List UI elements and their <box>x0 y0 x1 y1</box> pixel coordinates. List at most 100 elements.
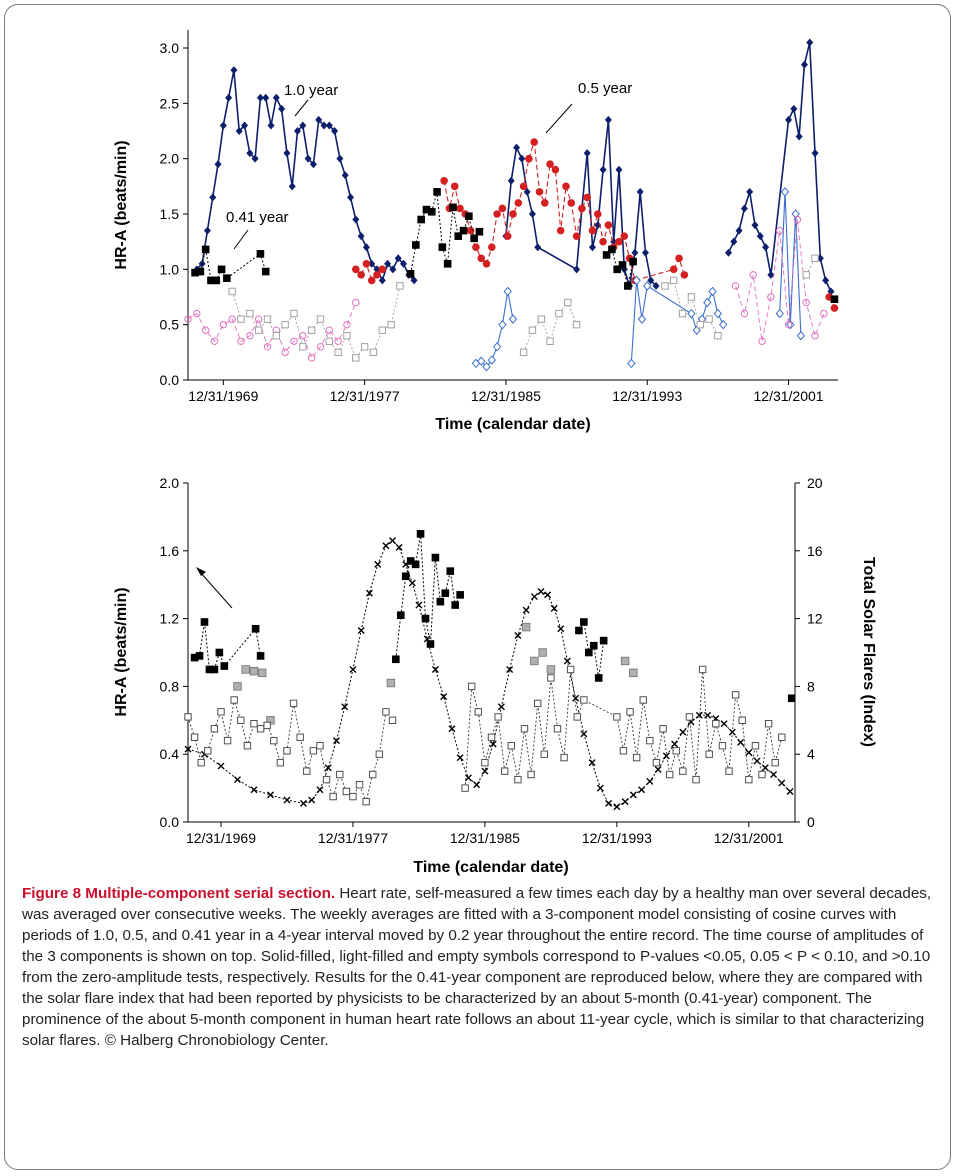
hr-041yr-marginal-point <box>386 678 396 688</box>
solar-flare-point <box>671 740 679 748</box>
hr-041yr-ns-point <box>250 719 258 728</box>
solar-flare-point <box>522 606 530 614</box>
hr-041yr-ns-point <box>619 747 628 755</box>
series-0 <box>184 537 794 811</box>
point-1yr <box>746 187 754 196</box>
annotation-05-year: 0.5 year <box>578 80 632 97</box>
hr-041yr-ns-point <box>613 713 621 721</box>
solar-flare-point <box>745 749 753 756</box>
point-041yr <box>624 282 632 290</box>
hr-041yr-marginal-point <box>546 665 556 674</box>
solar-flare-point <box>341 703 349 711</box>
hr-041yr-ns-point <box>263 721 271 730</box>
point-1yr <box>331 127 339 135</box>
y-tick-label: 3.0 <box>160 40 180 56</box>
y2-tick-label: 0 <box>807 814 815 830</box>
hr-041yr-sig-point <box>599 636 608 645</box>
point-1yr-ns <box>719 319 728 330</box>
point-1yr <box>299 121 307 130</box>
point-05yr <box>525 154 533 163</box>
point-1yr <box>315 115 323 124</box>
hr-041yr-ns-point <box>375 750 384 758</box>
point-1yr-ns <box>498 319 507 330</box>
hr-041yr-marginal-point <box>538 648 547 657</box>
x-tick-label: 12/31/1985 <box>450 830 520 846</box>
point-05yr <box>362 260 371 268</box>
hr-041yr-ns-point <box>566 665 575 674</box>
solar-flare-point <box>431 665 439 673</box>
hr-041yr-sig-point <box>401 572 410 581</box>
point-1yr-ns <box>482 361 491 372</box>
point-041yr-ns <box>369 348 378 357</box>
point-041yr <box>433 188 441 196</box>
hr-041yr-ns-point <box>560 753 568 762</box>
hr-041yr-ns-point <box>514 775 522 784</box>
point-05yr <box>530 138 538 146</box>
point-041yr <box>465 212 473 221</box>
point-1yr <box>389 265 397 274</box>
point-1yr-ns <box>632 275 641 286</box>
point-05yr <box>466 226 475 235</box>
point-05yr <box>535 188 544 196</box>
point-1yr <box>272 93 280 102</box>
hr-041yr-ns-point <box>639 696 647 704</box>
point-1yr <box>294 127 302 135</box>
point-1yr <box>652 281 660 290</box>
hr-041yr-ns-point <box>342 787 351 796</box>
hr-041yr-ns-point <box>685 713 694 721</box>
solar-flare-point <box>613 803 621 811</box>
point-041yr-ns <box>687 293 696 301</box>
y2-tick-label: 20 <box>807 475 823 491</box>
point-041yr-ns <box>802 271 810 279</box>
hr-041yr-sig-point <box>456 591 464 599</box>
solar-flare-point <box>662 752 670 760</box>
point-05yr-ns <box>731 282 740 290</box>
series-0 <box>193 38 835 296</box>
point-1yr <box>357 232 365 241</box>
hr-041yr-ns-point <box>738 716 746 724</box>
annotation-041-year: 0.41 year <box>226 209 289 226</box>
solar-flare-point <box>544 591 552 599</box>
point-1yr <box>756 232 764 241</box>
solar-flare-point <box>704 711 712 719</box>
hr-041yr-ns-point <box>764 719 773 728</box>
point-1yr-ns <box>477 356 486 366</box>
hr-041yr-sig-point <box>256 652 265 660</box>
point-041yr <box>217 265 226 274</box>
point-05yr-ns <box>307 354 316 362</box>
series-5 <box>228 254 819 362</box>
hr-041yr-ns-point <box>217 708 225 716</box>
point-1yr <box>762 243 770 252</box>
hr-041yr-sig-point <box>190 653 199 662</box>
point-05yr-ns <box>184 315 192 323</box>
point-05yr-ns <box>334 337 342 345</box>
solar-flare-point <box>184 745 192 753</box>
point-05yr <box>514 199 523 207</box>
solar-flare-point <box>464 774 472 782</box>
hr-041yr-ns-point <box>652 758 661 767</box>
point-041yr <box>618 261 627 269</box>
point-05yr-ns <box>210 337 219 345</box>
point-1yr-ns <box>780 187 790 197</box>
y-tick-label: 2.5 <box>160 95 180 111</box>
point-1yr <box>534 243 542 252</box>
solar-flare-point <box>440 693 448 701</box>
point-1yr <box>647 276 655 285</box>
point-05yr-ns <box>784 320 793 329</box>
hr-041yr-ns-point <box>494 713 502 721</box>
solar-flare-point <box>646 777 654 785</box>
point-05yr <box>456 204 464 213</box>
solar-flare-point <box>550 604 558 612</box>
solar-flare-point <box>621 798 629 806</box>
point-1yr-ns <box>492 342 502 352</box>
x-tick-label: 12/31/1977 <box>330 388 400 404</box>
hr-041yr-sig-point <box>431 553 440 562</box>
hr-041yr-sig-point <box>451 601 460 609</box>
point-1yr <box>336 154 344 163</box>
point-05yr <box>588 226 597 235</box>
y-tick-label: 1.6 <box>160 543 180 559</box>
point-1yr <box>283 149 291 158</box>
point-041yr <box>475 227 484 236</box>
x-tick-label: 12/31/2001 <box>714 830 784 846</box>
solar-flare-point <box>497 703 505 711</box>
